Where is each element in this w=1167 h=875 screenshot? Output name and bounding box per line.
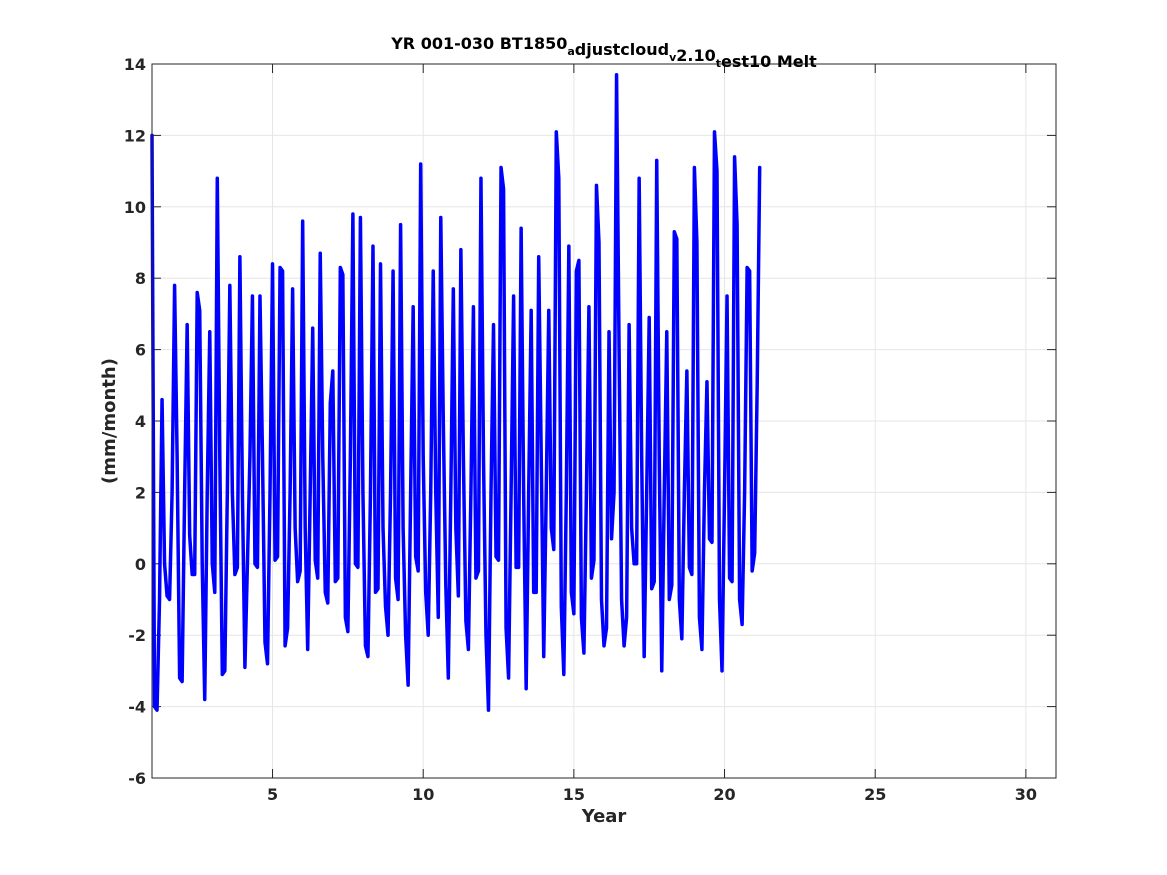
title-part: djustcloud <box>575 40 669 59</box>
x-tick-label: 5 <box>267 785 278 804</box>
x-tick-label: 10 <box>412 785 434 804</box>
y-tick-label: -4 <box>128 698 146 717</box>
y-tick-label: -6 <box>128 769 146 788</box>
y-tick-label: 10 <box>124 198 146 217</box>
x-tick-label: 15 <box>563 785 585 804</box>
x-tick-label: 30 <box>1015 785 1037 804</box>
plot-border <box>151 63 1057 779</box>
title-part: YR 001-030 BT1850 <box>390 34 567 53</box>
y-tick-label: 0 <box>135 555 146 574</box>
y-tick-label: 2 <box>135 483 146 502</box>
y-tick-label: -2 <box>128 626 146 645</box>
y-axis-label: (mm/month) <box>99 358 120 484</box>
x-axis-ticks: 5 10 15 20 25 30 <box>267 64 1037 804</box>
title-part: 2.10 <box>676 46 715 65</box>
title-subscript: a <box>567 45 574 58</box>
melt-series-line-1 <box>150 72 762 712</box>
y-tick-label: 8 <box>135 269 146 288</box>
y-tick-label: 4 <box>135 412 146 431</box>
chart-title: YR 001-030 BT1850adjustcloudv2.10test10 … <box>390 34 817 71</box>
y-tick-label: 14 <box>124 55 146 74</box>
series-group <box>150 72 762 712</box>
title-subscript: t <box>716 57 721 70</box>
x-tick-label: 20 <box>713 785 735 804</box>
x-axis-label: Year <box>581 806 627 827</box>
title-subscript: v <box>669 51 677 64</box>
y-tick-label: 12 <box>124 126 146 145</box>
title-part: est10 Melt <box>721 52 817 71</box>
x-tick-label: 25 <box>864 785 886 804</box>
y-tick-label: 6 <box>135 341 146 360</box>
